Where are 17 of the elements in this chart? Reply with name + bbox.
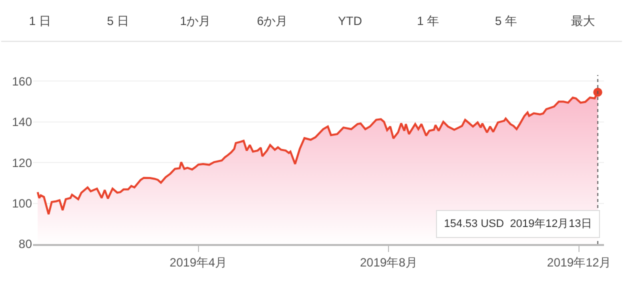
text: 1か月 bbox=[180, 14, 211, 28]
text: 1 年 bbox=[417, 14, 440, 28]
y-tick-label: 120 bbox=[12, 156, 32, 170]
x-tick-label: 2019年12月 bbox=[547, 255, 612, 270]
y-tick-label: 160 bbox=[12, 74, 32, 88]
x-tick-label: 2019年4月 bbox=[170, 255, 228, 270]
annotation: 154.53 USD 2019年12月13日 bbox=[444, 218, 592, 230]
text: 1 日 bbox=[29, 14, 52, 28]
x-tick-label: 2019年8月 bbox=[360, 255, 418, 270]
text: YTD bbox=[338, 14, 362, 28]
text: 5 日 bbox=[107, 14, 130, 28]
y-tick-label: 80 bbox=[18, 237, 32, 252]
text: 6か月 bbox=[257, 14, 288, 28]
y-tick-label: 100 bbox=[12, 196, 32, 210]
text: 最大 bbox=[571, 14, 595, 28]
text: 5 年 bbox=[495, 14, 518, 28]
y-tick-label: 140 bbox=[12, 115, 32, 130]
